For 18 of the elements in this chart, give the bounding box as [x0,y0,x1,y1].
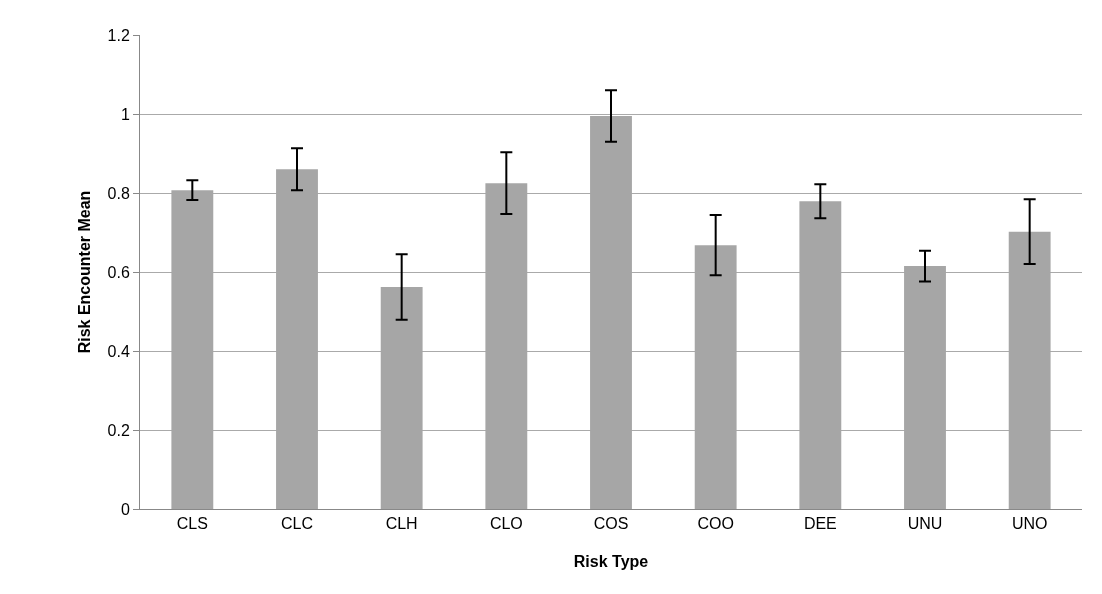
x-tick-label: UNU [907,515,943,533]
y-tick-label: 1.2 [107,26,130,44]
y-tick-label: 1 [120,105,130,123]
x-tick-label: CLO [489,515,523,533]
x-tick-label: COO [697,515,734,533]
x-tick-label: UNO [1011,515,1048,533]
x-tick-label: DEE [803,515,837,533]
x-tick-label: CLC [280,515,314,533]
x-tick-label: CLH [385,515,418,533]
x-tick-label: COS [593,515,629,533]
x-axis-title: Risk Type [573,553,649,570]
y-tick-label: 0 [120,500,130,518]
y-tick-label: 0.2 [107,421,130,439]
y-axis-title: Risk Encounter Mean [76,190,94,354]
y-tick-label: 0.8 [107,184,130,202]
x-tick-label: CLS [176,515,208,533]
y-tick-label: 0.6 [107,263,130,281]
y-tick-label: 0.4 [107,342,130,360]
